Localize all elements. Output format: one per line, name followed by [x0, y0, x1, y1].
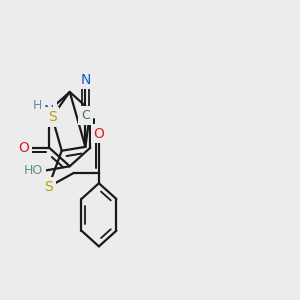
- Text: H: H: [32, 99, 42, 112]
- Text: N: N: [44, 103, 54, 118]
- Text: C: C: [81, 109, 90, 122]
- Text: N: N: [44, 103, 54, 118]
- Text: O: O: [19, 141, 29, 155]
- Text: O: O: [94, 127, 104, 140]
- Text: S: S: [44, 180, 53, 194]
- Text: HO: HO: [24, 164, 43, 177]
- Text: S: S: [48, 110, 56, 124]
- Text: H: H: [40, 104, 49, 117]
- Text: N: N: [80, 73, 91, 86]
